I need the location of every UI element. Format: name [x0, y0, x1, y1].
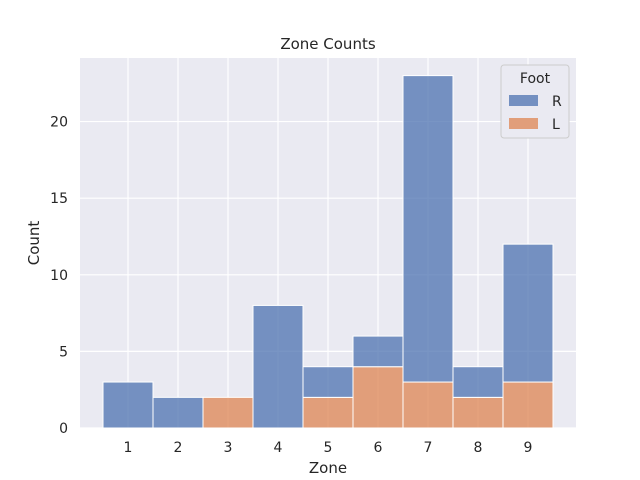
x-tick-label: 1 [124, 440, 133, 456]
bar-L-3 [202, 396, 254, 429]
bar-R-1 [102, 381, 154, 429]
bar-R-6 [352, 335, 404, 368]
x-axis-label: Zone [309, 459, 347, 477]
y-tick-label: 5 [59, 344, 68, 360]
bar-L-6 [352, 366, 404, 429]
legend-swatch-L [509, 118, 538, 129]
y-tick-label: 15 [50, 191, 68, 207]
bar-R-2 [152, 396, 204, 429]
x-tick-label: 4 [274, 440, 283, 456]
chart-title: Zone Counts [280, 35, 376, 53]
bar-L-8 [452, 396, 504, 429]
legend-label-R: R [552, 94, 562, 110]
bar-R-5 [302, 366, 354, 398]
y-tick-label: 0 [59, 421, 68, 437]
bar-R-7 [402, 75, 454, 383]
x-tick-label: 6 [374, 440, 383, 456]
legend-title: Foot [520, 71, 551, 87]
x-tick-label: 2 [174, 440, 183, 456]
bar-L-7 [402, 381, 454, 429]
x-tick-label: 3 [224, 440, 233, 456]
legend-swatch-R [509, 95, 538, 106]
x-tick-label: 8 [474, 440, 483, 456]
x-tick-labels: 1 2 3 4 5 6 7 8 9 [124, 440, 533, 456]
y-axis-label: Count [25, 221, 43, 266]
bar-R-8 [452, 366, 504, 398]
bars [102, 75, 554, 429]
y-tick-label: 20 [50, 115, 68, 131]
bar-R-4 [252, 304, 304, 429]
x-tick-label: 7 [424, 440, 433, 456]
x-tick-label: 9 [524, 440, 533, 456]
legend: Foot RL [500, 64, 570, 139]
y-tick-labels: 0 5 10 15 20 [50, 115, 68, 437]
bar-L-5 [302, 396, 354, 429]
bar-R-9 [502, 243, 554, 383]
bar-L-9 [502, 381, 554, 429]
y-tick-label: 10 [50, 268, 68, 284]
x-tick-label: 5 [324, 440, 333, 456]
legend-label-L: L [552, 117, 560, 133]
